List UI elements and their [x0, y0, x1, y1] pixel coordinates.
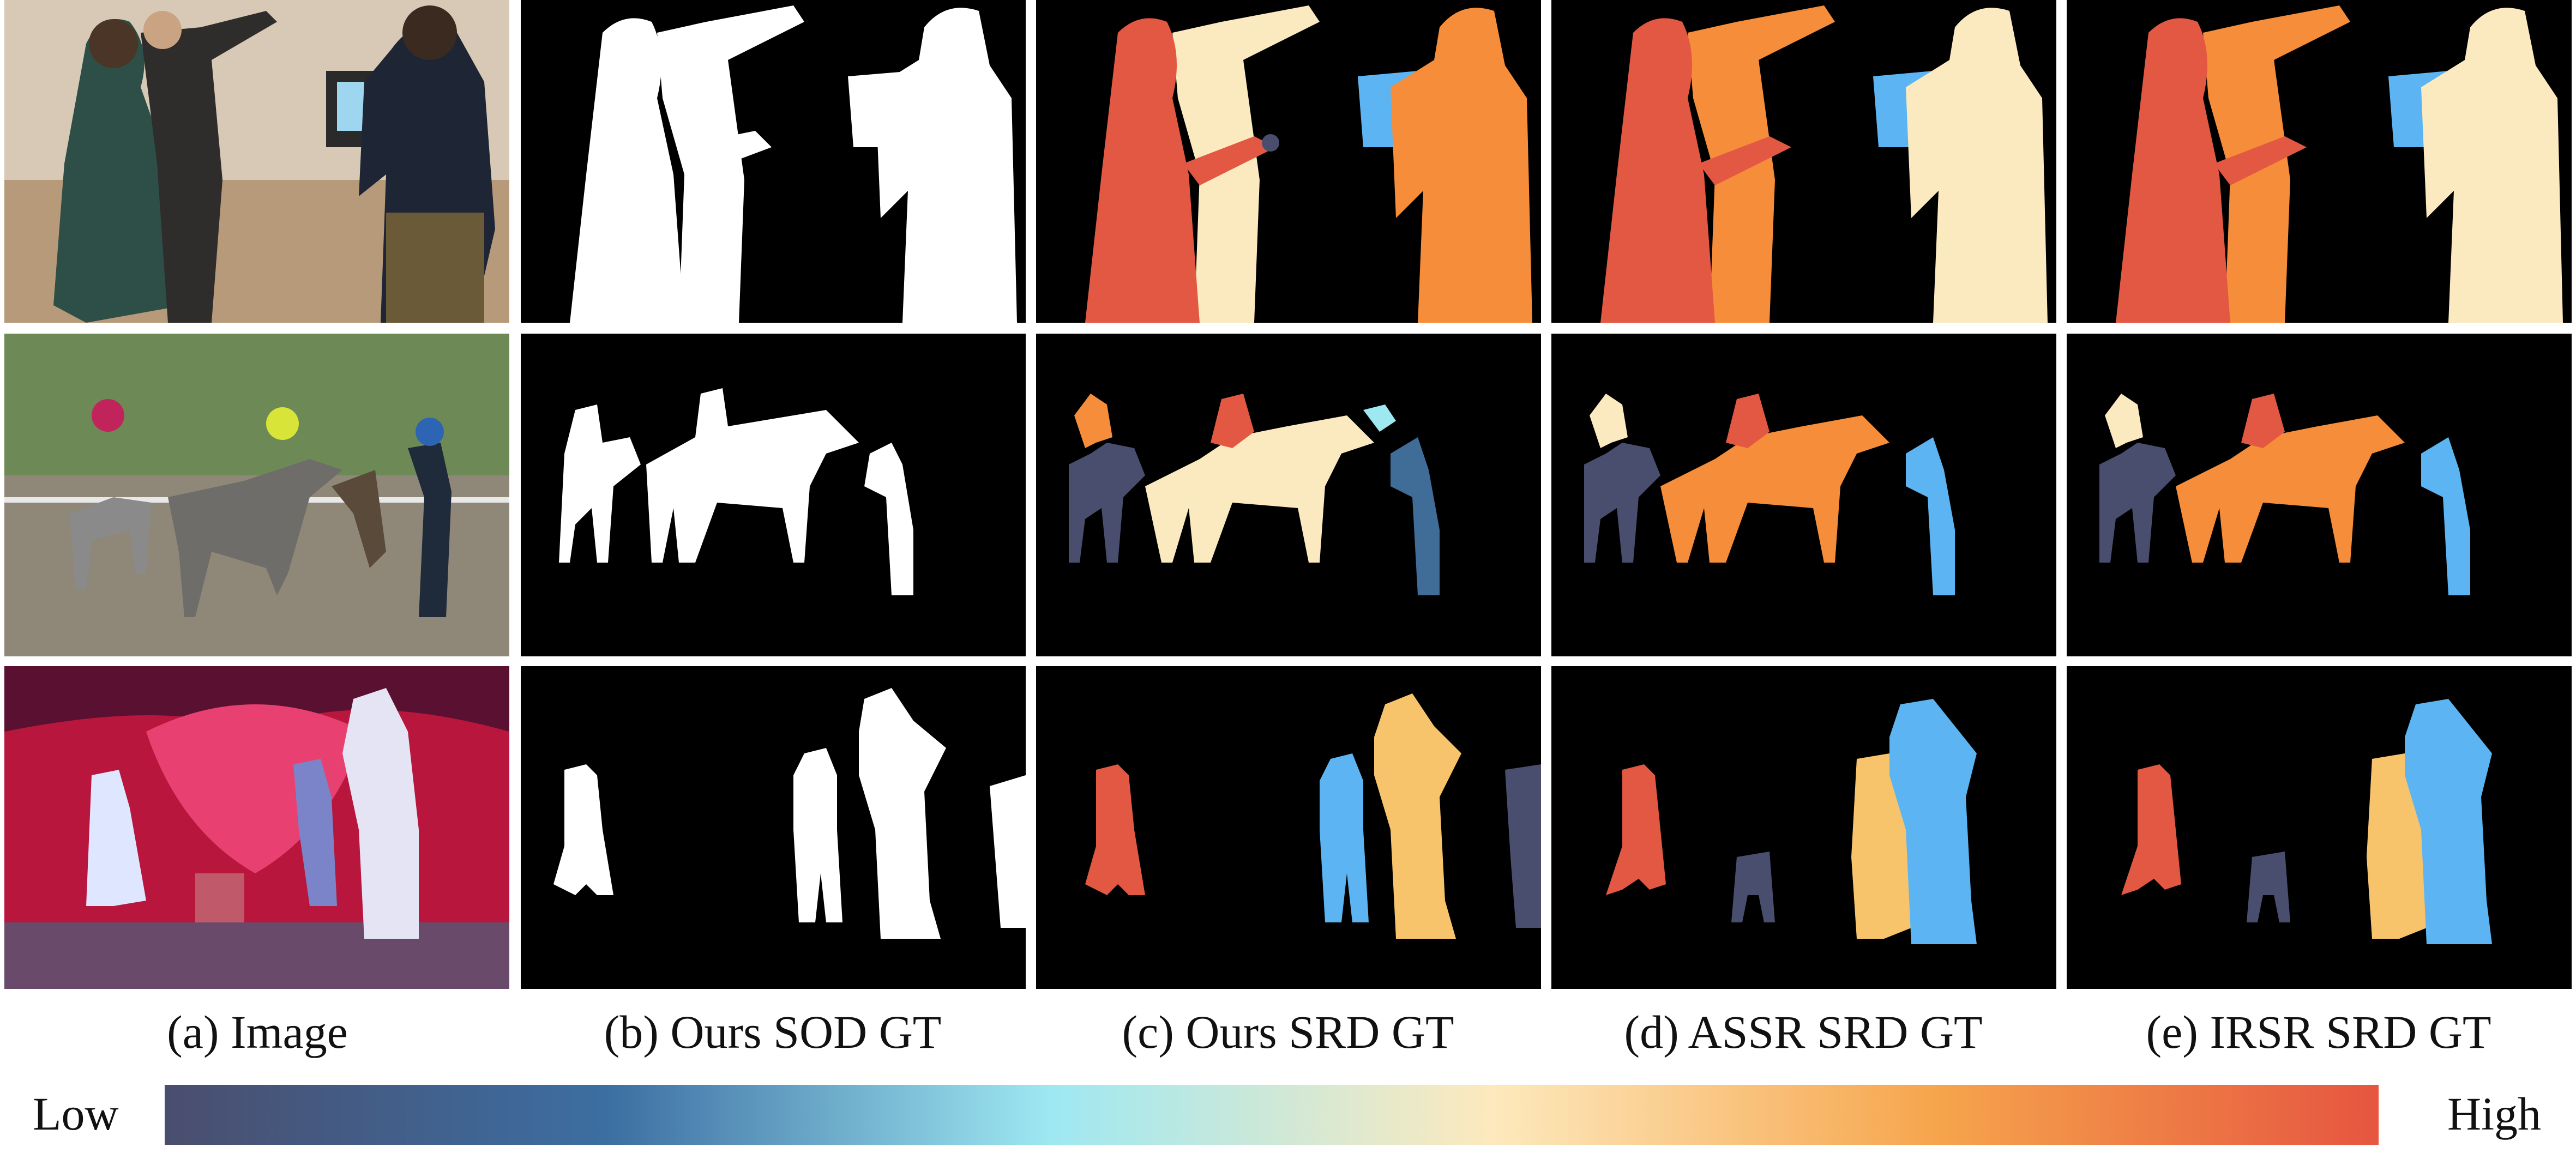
- row1-image: [4, 0, 509, 323]
- caption-b: (b) Ours SOD GT: [604, 1006, 942, 1058]
- row1-ours-srd: [1036, 0, 1541, 323]
- row2-image: [4, 334, 509, 656]
- row2-sod-gt: [521, 334, 1026, 656]
- saliency-rank-colorbar: [165, 1085, 2379, 1145]
- scale-high-label: High: [2447, 1088, 2541, 1140]
- row3-image: [4, 666, 509, 989]
- row1-irsr-srd: [2067, 0, 2572, 323]
- scale-low-label: Low: [33, 1088, 119, 1140]
- caption-d: (d) ASSR SRD GT: [1624, 1006, 1983, 1058]
- row3-irsr-srd: [2067, 666, 2572, 989]
- figure-grid: [4, 0, 2572, 989]
- row2-irsr-srd: [2067, 334, 2572, 656]
- row3-assr-srd: [1551, 666, 2056, 989]
- caption-c: (c) Ours SRD GT: [1122, 1006, 1454, 1058]
- row3-sod-gt: [521, 666, 1026, 989]
- row1-sod-gt: [521, 0, 1026, 323]
- caption-a: (a) Image: [167, 1006, 348, 1058]
- row1-assr-srd: [1551, 0, 2056, 323]
- row2-ours-srd: [1036, 334, 1541, 656]
- row2-assr-srd: [1551, 334, 2056, 656]
- row3-ours-srd: [1036, 666, 1541, 989]
- caption-e: (e) IRSR SRD GT: [2146, 1006, 2491, 1058]
